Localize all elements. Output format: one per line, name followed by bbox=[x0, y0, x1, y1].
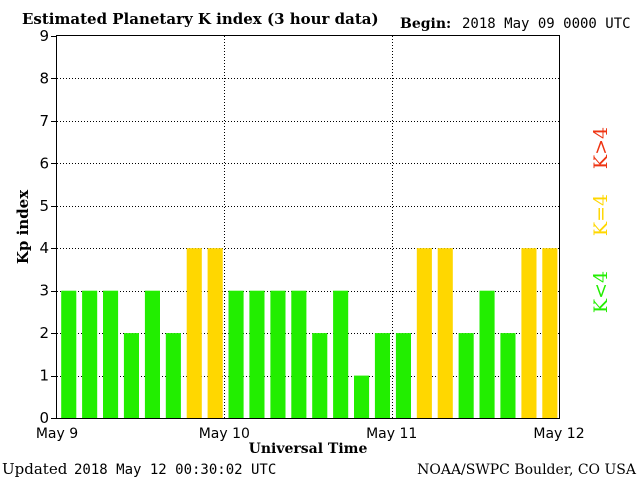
kp-bar bbox=[333, 290, 349, 418]
kp-bar bbox=[416, 248, 432, 418]
kp-bar bbox=[354, 375, 370, 418]
kp-bar bbox=[228, 290, 244, 418]
y-tick-label: 5 bbox=[39, 197, 49, 215]
y-tick-label: 4 bbox=[39, 239, 49, 257]
kp-bar bbox=[165, 333, 181, 418]
kp-bar bbox=[500, 333, 516, 418]
grid-layer bbox=[57, 36, 559, 418]
y-tick-label: 1 bbox=[39, 367, 49, 385]
kp-bar bbox=[521, 248, 537, 418]
kp-bar bbox=[437, 248, 453, 418]
y-tick-label: 9 bbox=[39, 27, 49, 45]
kp-bar bbox=[312, 333, 328, 418]
kp-bar bbox=[249, 290, 265, 418]
legend-k-greater-4: K>4 bbox=[590, 127, 612, 169]
kp-bar bbox=[123, 333, 139, 418]
y-tick-label: 7 bbox=[39, 112, 49, 130]
chart-title: Estimated Planetary K index (3 hour data… bbox=[22, 10, 379, 28]
kp-bar bbox=[61, 290, 77, 418]
updated-value: 2018 May 12 00:30:02 UTC bbox=[74, 462, 276, 478]
y-tick-label: 6 bbox=[39, 154, 49, 172]
x-axis-label: Universal Time bbox=[249, 441, 368, 457]
source-credit: NOAA/SWPC Boulder, CO USA bbox=[417, 462, 637, 478]
begin-value: 2018 May 09 0000 UTC bbox=[462, 16, 631, 32]
y-axis-label: Kp index bbox=[14, 189, 32, 264]
kp-bar bbox=[458, 333, 474, 418]
kp-bar bbox=[144, 290, 160, 418]
kp-bar bbox=[395, 333, 411, 418]
legend-k-equal-4: K=4 bbox=[590, 194, 612, 236]
begin-label: Begin: bbox=[400, 16, 451, 32]
legend-k-less-4: K<4 bbox=[590, 271, 612, 313]
x-tick-label: May 11 bbox=[366, 426, 417, 442]
kp-bar bbox=[82, 290, 98, 418]
kp-bar bbox=[479, 290, 495, 418]
y-tick-label: 0 bbox=[39, 409, 49, 427]
y-tick-label: 2 bbox=[39, 324, 49, 342]
kp-bar bbox=[291, 290, 307, 418]
x-tick-labels: May 9 May 10 May 11 May 12 bbox=[36, 426, 585, 442]
x-tick-label: May 10 bbox=[199, 426, 250, 442]
kp-bar bbox=[103, 290, 119, 418]
y-tick-label: 3 bbox=[39, 282, 49, 300]
bars-layer bbox=[61, 248, 558, 418]
plot-frame bbox=[56, 35, 560, 419]
kp-bar bbox=[542, 248, 558, 418]
x-tick-label: May 9 bbox=[36, 426, 78, 442]
kp-bar bbox=[374, 333, 390, 418]
y-tick-label: 8 bbox=[39, 69, 49, 87]
x-tick-label: May 12 bbox=[533, 426, 584, 442]
updated-label: Updated bbox=[2, 460, 68, 478]
kp-bar bbox=[270, 290, 286, 418]
y-tick-labels: 0 1 2 3 4 5 6 7 8 9 bbox=[39, 27, 57, 427]
kp-bar bbox=[207, 248, 223, 418]
kp-bar bbox=[186, 248, 202, 418]
